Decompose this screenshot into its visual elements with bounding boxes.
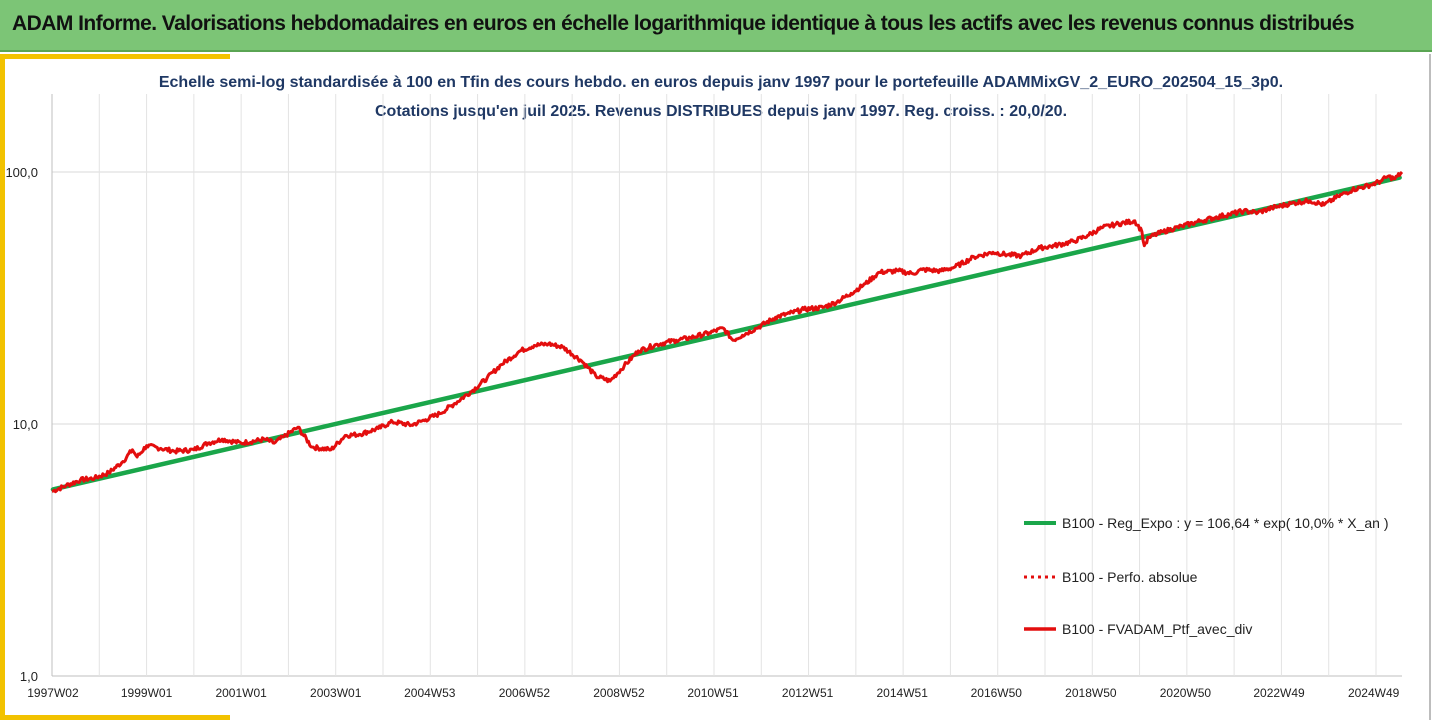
x-tick-label: 2014W51: [877, 686, 929, 700]
y-axis-tick-labels: 1,0 10,0 100,0: [5, 165, 38, 684]
legend-label: B100 - Reg_Expo : y = 106,64 * exp( 10,0…: [1062, 515, 1388, 531]
accent-bar-left: [0, 54, 5, 720]
page-title: ADAM Informe. Valorisations hebdomadaire…: [12, 12, 1355, 35]
x-tick-label: 2003W01: [310, 686, 362, 700]
chart-legend: B100 - Reg_Expo : y = 106,64 * exp( 10,0…: [1024, 515, 1388, 637]
x-tick-label: 2018W50: [1065, 686, 1117, 700]
x-tick-label: 2004W53: [404, 686, 456, 700]
y-tick-label: 1,0: [20, 669, 38, 684]
legend-label: B100 - FVADAM_Ptf_avec_div: [1062, 621, 1252, 637]
x-tick-label: 2012W51: [782, 686, 834, 700]
x-tick-label: 2024W49: [1348, 686, 1400, 700]
x-tick-label: 2010W51: [687, 686, 739, 700]
frame-border-right: [1429, 54, 1431, 720]
accent-bar-bottom: [0, 715, 230, 720]
y-tick-label: 10,0: [13, 417, 38, 432]
series-portfolio-line: [51, 170, 1404, 494]
legend-label: B100 - Perfo. absolue: [1062, 569, 1198, 585]
gridlines: [51, 94, 1402, 677]
x-tick-label: 2020W50: [1160, 686, 1212, 700]
x-tick-label: 1999W01: [121, 686, 173, 700]
x-tick-label: 2006W52: [499, 686, 551, 700]
x-tick-label: 1997W02: [27, 686, 79, 700]
x-tick-label: 2008W52: [593, 686, 645, 700]
x-tick-label: 2016W50: [971, 686, 1023, 700]
y-tick-label: 100,0: [5, 165, 38, 180]
series-lines: [50, 170, 1404, 494]
header-banner: ADAM Informe. Valorisations hebdomadaire…: [0, 0, 1432, 52]
x-axis-tick-labels: 1997W02 1999W01 2001W01 2003W01 2004W53 2006W…: [27, 686, 1399, 700]
accent-bar-top: [0, 54, 230, 59]
x-tick-label: 2022W49: [1253, 686, 1305, 700]
x-tick-label: 2001W01: [215, 686, 267, 700]
chart-subtitle-line-1: Echelle semi-log standardisée à 100 en T…: [159, 74, 1283, 91]
chart-subtitle-line-2: Cotations jusqu'en juil 2025. Revenus DI…: [375, 103, 1067, 120]
